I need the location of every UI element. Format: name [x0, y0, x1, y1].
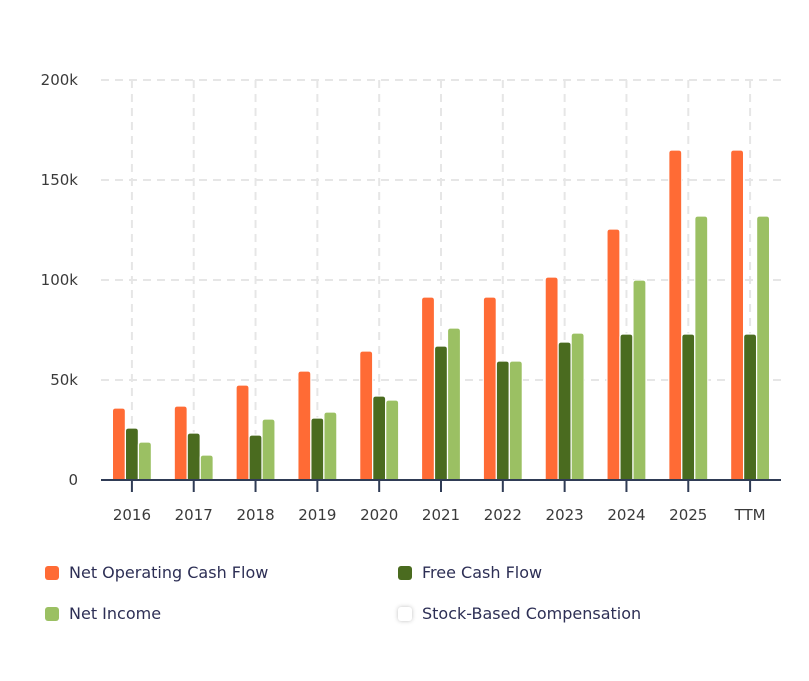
legend-label: Net Income	[69, 604, 162, 623]
legend-item-stock-based-compensation[interactable]: Stock-Based Compensation	[398, 604, 641, 623]
bar-free-cash-flow-2024[interactable]	[619, 333, 634, 481]
y-tick-label: 150k	[41, 171, 79, 189]
legend-label: Free Cash Flow	[422, 563, 543, 582]
legend-swatch-icon	[398, 565, 412, 580]
legend-item-free-cash-flow[interactable]: Free Cash Flow	[398, 563, 542, 582]
bar-free-cash-flow-2019[interactable]	[310, 417, 325, 481]
bar-net-operating-cash-flow-2020[interactable]	[359, 350, 374, 481]
x-tick-label: 2017	[175, 506, 213, 524]
y-tick-label: 50k	[50, 371, 78, 389]
legend-swatch-icon	[45, 606, 59, 621]
cash-flow-bar-chart: 0 50k 100k 150k 200k 2016 2017 2018 2019 2020 2021…	[41, 71, 781, 524]
bar-net-income-2024[interactable]	[632, 279, 647, 481]
bar-free-cash-flow-2023[interactable]	[557, 341, 572, 481]
bar-free-cash-flow-2018[interactable]	[248, 434, 263, 481]
bar-net-income-ttm[interactable]	[755, 215, 771, 481]
bars	[111, 149, 771, 481]
x-tick-label: 2024	[607, 506, 645, 524]
x-tick-label: 2018	[236, 506, 274, 524]
legend-label: Stock-Based Compensation	[422, 604, 642, 623]
bar-net-operating-cash-flow-2022[interactable]	[482, 296, 497, 481]
legend-swatch-icon	[45, 565, 59, 580]
bar-net-income-2017[interactable]	[199, 454, 214, 481]
legend-item-net-income[interactable]: Net Income	[45, 604, 161, 623]
bar-net-income-2022[interactable]	[508, 360, 523, 481]
x-tick-label: TTM	[734, 506, 766, 524]
bar-net-operating-cash-flow-2025[interactable]	[668, 149, 683, 481]
bar-net-operating-cash-flow-2021[interactable]	[420, 296, 436, 481]
y-tick-label: 100k	[41, 271, 79, 289]
x-tick-label: 2021	[422, 506, 460, 524]
legend-label: Net Operating Cash Flow	[69, 563, 269, 582]
bar-free-cash-flow-2016[interactable]	[124, 427, 140, 481]
x-tick-label: 2016	[113, 506, 151, 524]
x-tick-label: 2023	[546, 506, 584, 524]
bar-net-operating-cash-flow-ttm[interactable]	[729, 149, 745, 481]
bar-free-cash-flow-2025[interactable]	[681, 333, 696, 481]
bar-net-income-2021[interactable]	[446, 327, 462, 481]
bar-net-operating-cash-flow-2018[interactable]	[235, 384, 250, 481]
bar-free-cash-flow-2021[interactable]	[433, 345, 449, 481]
bar-net-operating-cash-flow-2017[interactable]	[173, 405, 188, 481]
bar-net-operating-cash-flow-2016[interactable]	[111, 407, 127, 481]
x-tick-label: 2022	[484, 506, 522, 524]
bar-net-operating-cash-flow-2019[interactable]	[297, 370, 312, 481]
bar-free-cash-flow-2017[interactable]	[186, 432, 201, 481]
bar-net-income-2019[interactable]	[323, 411, 338, 481]
legend-item-net-operating-cash-flow[interactable]: Net Operating Cash Flow	[45, 563, 268, 582]
bar-free-cash-flow-2022[interactable]	[495, 360, 510, 481]
bar-net-income-2018[interactable]	[261, 418, 276, 481]
grid	[101, 79, 781, 480]
legend-swatch-icon	[398, 606, 412, 621]
bar-net-income-2025[interactable]	[694, 215, 709, 481]
bar-net-income-2016[interactable]	[137, 441, 153, 481]
x-tick-label: 2019	[298, 506, 336, 524]
bar-free-cash-flow-2020[interactable]	[372, 395, 387, 481]
axes: 0 50k 100k 150k 200k 2016 2017 2018 2019 2020 2021…	[41, 71, 781, 524]
y-tick-label: 0	[68, 471, 78, 489]
bar-net-operating-cash-flow-2023[interactable]	[544, 276, 559, 481]
bar-net-operating-cash-flow-2024[interactable]	[606, 228, 621, 481]
bar-free-cash-flow-ttm[interactable]	[742, 333, 758, 481]
bar-net-income-2020[interactable]	[385, 399, 400, 481]
bar-net-income-2023[interactable]	[570, 332, 585, 481]
y-tick-label: 200k	[41, 71, 79, 89]
x-tick-label: 2020	[360, 506, 398, 524]
x-tick-label: 2025	[669, 506, 707, 524]
